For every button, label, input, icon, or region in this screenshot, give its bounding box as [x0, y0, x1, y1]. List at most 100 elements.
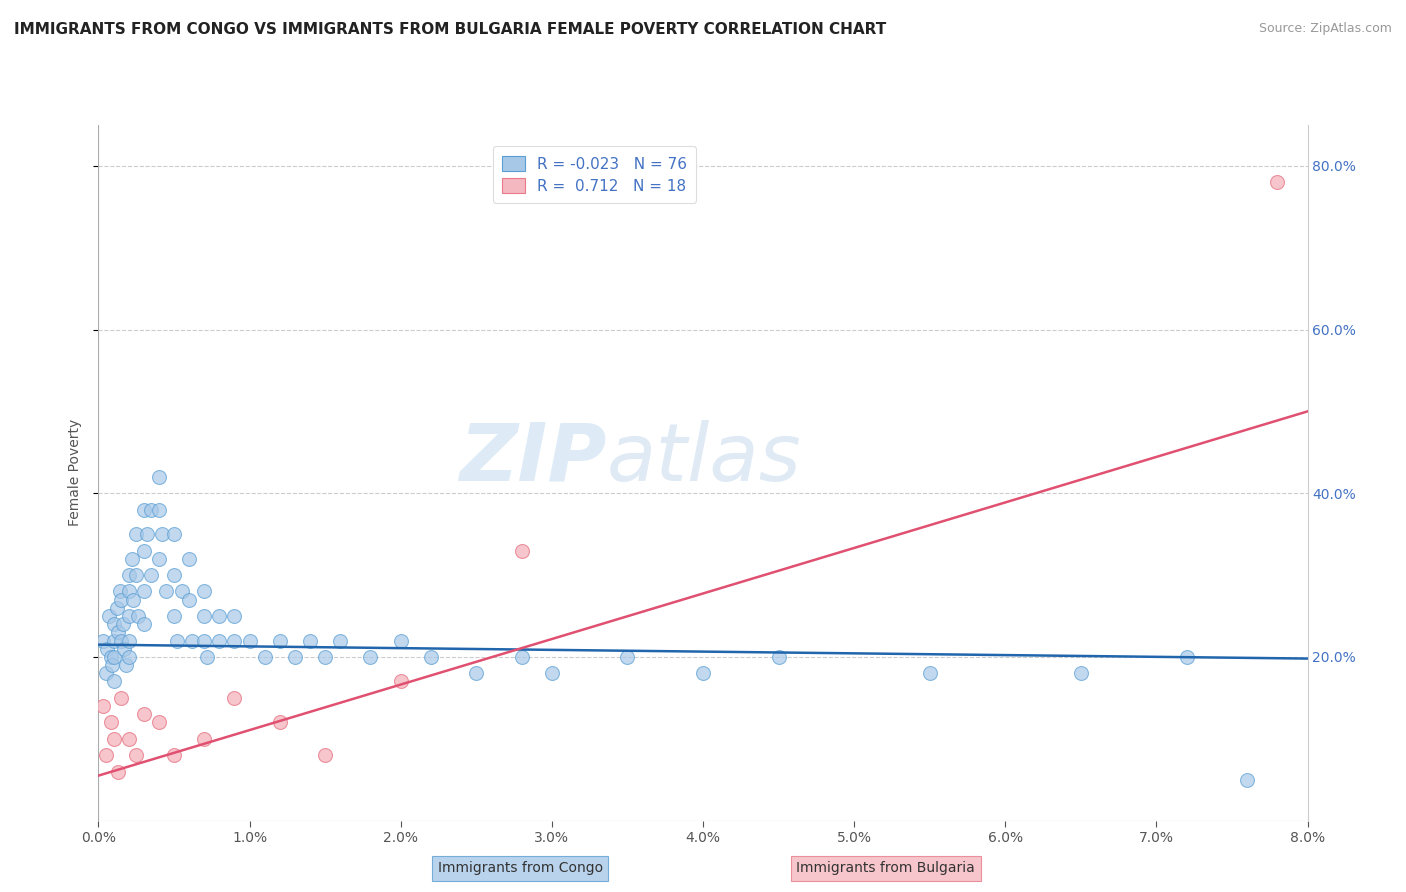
Point: [118, 731, 141, 746]
Point: [141, 568, 163, 582]
Point: [98, 609, 121, 624]
Point: [107, 764, 129, 779]
Point: [360, 649, 382, 664]
Point: [103, 674, 125, 689]
Point: [284, 649, 307, 664]
Point: [125, 527, 148, 541]
Point: [103, 633, 125, 648]
Point: [299, 633, 322, 648]
Point: [108, 584, 131, 599]
Point: [155, 584, 177, 599]
Point: [692, 666, 714, 681]
Point: [107, 625, 129, 640]
Point: [148, 502, 170, 516]
Point: [103, 617, 125, 632]
Point: [114, 658, 136, 673]
Point: [193, 633, 215, 648]
Point: [94, 666, 117, 681]
Point: [389, 633, 412, 648]
Point: [269, 715, 291, 730]
Point: [181, 633, 204, 648]
Point: [132, 584, 155, 599]
Point: [148, 470, 170, 484]
Point: [112, 641, 135, 656]
Text: Source: ZipAtlas.com: Source: ZipAtlas.com: [1258, 22, 1392, 36]
Point: [465, 666, 488, 681]
Point: [179, 551, 201, 566]
Point: [118, 584, 141, 599]
Point: [91, 699, 114, 714]
Point: [1236, 772, 1258, 787]
Point: [208, 633, 231, 648]
Point: [239, 633, 262, 648]
Point: [510, 543, 533, 558]
Point: [193, 609, 215, 624]
Point: [224, 690, 246, 705]
Point: [132, 617, 155, 632]
Point: [541, 666, 564, 681]
Point: [118, 609, 141, 624]
Point: [170, 584, 193, 599]
Point: [118, 633, 141, 648]
Point: [193, 584, 215, 599]
Point: [125, 568, 148, 582]
Point: [101, 658, 124, 673]
Point: [768, 649, 790, 664]
Point: [1070, 666, 1092, 681]
Point: [1267, 175, 1289, 189]
Point: [132, 502, 155, 516]
Point: [121, 551, 143, 566]
Point: [100, 649, 122, 664]
Point: [110, 592, 132, 607]
Text: Immigrants from Congo: Immigrants from Congo: [437, 862, 603, 875]
Point: [125, 748, 148, 763]
Text: atlas: atlas: [606, 420, 801, 498]
Point: [1175, 649, 1198, 664]
Point: [132, 543, 155, 558]
Point: [163, 568, 186, 582]
Point: [141, 502, 163, 516]
Point: [510, 649, 533, 664]
Point: [118, 568, 141, 582]
Point: [118, 649, 141, 664]
Text: IMMIGRANTS FROM CONGO VS IMMIGRANTS FROM BULGARIA FEMALE POVERTY CORRELATION CHA: IMMIGRANTS FROM CONGO VS IMMIGRANTS FROM…: [14, 22, 886, 37]
Point: [918, 666, 941, 681]
Point: [135, 527, 157, 541]
Point: [253, 649, 276, 664]
Point: [166, 633, 188, 648]
Point: [127, 609, 149, 624]
Text: Immigrants from Bulgaria: Immigrants from Bulgaria: [796, 862, 976, 875]
Point: [329, 633, 352, 648]
Point: [150, 527, 173, 541]
Point: [103, 649, 125, 664]
Point: [224, 609, 246, 624]
Point: [148, 715, 170, 730]
Point: [193, 731, 215, 746]
Text: ZIP: ZIP: [458, 420, 606, 498]
Point: [420, 649, 443, 664]
Point: [224, 633, 246, 648]
Point: [100, 715, 122, 730]
Point: [179, 592, 201, 607]
Point: [208, 609, 231, 624]
Y-axis label: Female Poverty: Female Poverty: [67, 419, 82, 526]
Point: [110, 633, 132, 648]
Point: [96, 641, 118, 656]
Point: [148, 551, 170, 566]
Point: [132, 707, 155, 722]
Point: [105, 600, 128, 615]
Point: [111, 617, 134, 632]
Point: [195, 649, 218, 664]
Point: [163, 527, 186, 541]
Point: [314, 649, 336, 664]
Legend: R = -0.023   N = 76, R =  0.712   N = 18: R = -0.023 N = 76, R = 0.712 N = 18: [494, 146, 696, 202]
Point: [389, 674, 412, 689]
Point: [616, 649, 638, 664]
Point: [103, 731, 125, 746]
Point: [314, 748, 336, 763]
Point: [122, 592, 145, 607]
Point: [163, 748, 186, 763]
Point: [269, 633, 291, 648]
Point: [110, 690, 132, 705]
Point: [94, 748, 117, 763]
